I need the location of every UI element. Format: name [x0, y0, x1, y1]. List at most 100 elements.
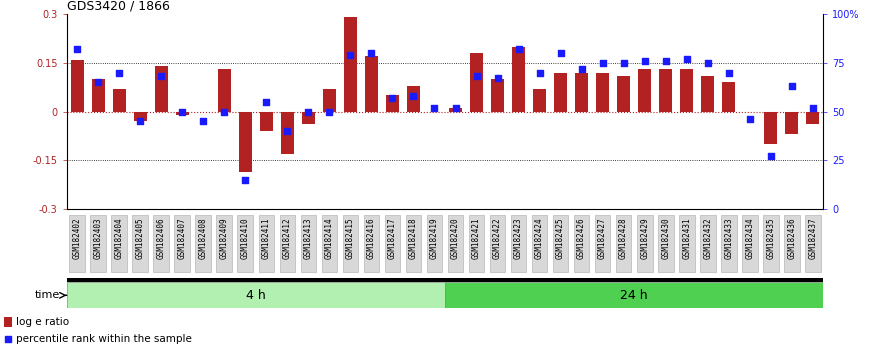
Bar — [554, 73, 567, 112]
Bar — [680, 69, 693, 112]
Bar — [445, 282, 823, 308]
Text: GSM182417: GSM182417 — [388, 217, 397, 259]
Point — [2, 336, 16, 342]
FancyBboxPatch shape — [364, 215, 379, 272]
FancyBboxPatch shape — [658, 215, 674, 272]
FancyBboxPatch shape — [343, 215, 359, 272]
Point — [239, 177, 253, 183]
Bar — [786, 112, 798, 134]
FancyBboxPatch shape — [258, 215, 274, 272]
Text: GSM182435: GSM182435 — [766, 217, 775, 259]
Point — [722, 70, 736, 75]
Point — [112, 70, 126, 75]
Bar — [470, 53, 483, 112]
Bar — [701, 76, 714, 112]
Text: GSM182411: GSM182411 — [262, 217, 271, 259]
Point — [700, 60, 715, 66]
FancyBboxPatch shape — [595, 215, 611, 272]
FancyBboxPatch shape — [553, 215, 569, 272]
Bar — [218, 69, 231, 112]
Point — [680, 56, 694, 62]
FancyBboxPatch shape — [763, 215, 779, 272]
FancyBboxPatch shape — [279, 215, 295, 272]
Bar — [92, 79, 105, 112]
Text: GSM182423: GSM182423 — [514, 217, 523, 259]
Point — [134, 118, 148, 124]
Text: GSM182432: GSM182432 — [703, 217, 712, 259]
Text: GSM182403: GSM182403 — [93, 217, 102, 259]
Bar — [491, 79, 504, 112]
Text: 4 h: 4 h — [246, 289, 266, 302]
Point — [449, 105, 463, 110]
Point — [617, 60, 631, 66]
FancyBboxPatch shape — [700, 215, 716, 272]
FancyBboxPatch shape — [531, 215, 547, 272]
Point — [659, 58, 673, 64]
Point — [512, 46, 526, 52]
Text: GSM182416: GSM182416 — [367, 217, 376, 259]
FancyBboxPatch shape — [406, 215, 421, 272]
FancyBboxPatch shape — [216, 215, 232, 272]
FancyBboxPatch shape — [91, 215, 106, 272]
Text: GSM182413: GSM182413 — [303, 217, 313, 259]
Point — [364, 50, 378, 56]
Bar — [176, 112, 189, 115]
FancyBboxPatch shape — [448, 215, 464, 272]
FancyBboxPatch shape — [384, 215, 401, 272]
Point — [574, 66, 588, 72]
Text: GSM182404: GSM182404 — [115, 217, 124, 259]
Point — [280, 128, 295, 134]
Point — [154, 74, 168, 79]
Text: time: time — [36, 290, 61, 300]
FancyBboxPatch shape — [721, 215, 737, 272]
FancyBboxPatch shape — [133, 215, 148, 272]
FancyBboxPatch shape — [153, 215, 169, 272]
Text: GSM182419: GSM182419 — [430, 217, 439, 259]
Bar — [239, 112, 252, 172]
Text: GSM182418: GSM182418 — [409, 217, 418, 259]
Text: GSM182420: GSM182420 — [451, 217, 460, 259]
Point — [70, 46, 85, 52]
FancyBboxPatch shape — [636, 215, 652, 272]
Point — [259, 99, 273, 105]
FancyBboxPatch shape — [469, 215, 484, 272]
Bar — [596, 73, 609, 112]
Point — [785, 84, 799, 89]
FancyBboxPatch shape — [196, 215, 211, 272]
Text: GSM182433: GSM182433 — [724, 217, 733, 259]
Bar — [281, 112, 294, 154]
Text: GSM182409: GSM182409 — [220, 217, 229, 259]
Bar — [323, 89, 336, 112]
Bar — [513, 47, 525, 112]
Bar — [155, 66, 167, 112]
FancyBboxPatch shape — [742, 215, 757, 272]
Text: percentile rank within the sample: percentile rank within the sample — [16, 334, 191, 344]
Bar — [618, 76, 630, 112]
Point — [764, 154, 778, 159]
Text: GSM182412: GSM182412 — [283, 217, 292, 259]
Text: GSM182421: GSM182421 — [472, 217, 481, 259]
Text: GDS3420 / 1866: GDS3420 / 1866 — [67, 0, 170, 13]
Bar — [765, 112, 777, 144]
FancyBboxPatch shape — [174, 215, 190, 272]
FancyBboxPatch shape — [511, 215, 526, 272]
Point — [344, 52, 358, 58]
Text: GSM182437: GSM182437 — [808, 217, 817, 259]
FancyBboxPatch shape — [805, 215, 821, 272]
FancyBboxPatch shape — [301, 215, 316, 272]
Bar — [408, 86, 420, 112]
Bar — [449, 108, 462, 112]
Text: GSM182405: GSM182405 — [136, 217, 145, 259]
Text: GSM182428: GSM182428 — [619, 217, 628, 259]
Point — [385, 95, 400, 101]
Point — [196, 118, 210, 124]
Text: GSM182426: GSM182426 — [577, 217, 587, 259]
Point — [407, 93, 421, 99]
Text: GSM182415: GSM182415 — [346, 217, 355, 259]
Text: GSM182429: GSM182429 — [640, 217, 649, 259]
Bar — [533, 89, 546, 112]
Bar — [659, 69, 672, 112]
Bar — [113, 89, 125, 112]
Point — [217, 109, 231, 114]
Point — [91, 80, 105, 85]
